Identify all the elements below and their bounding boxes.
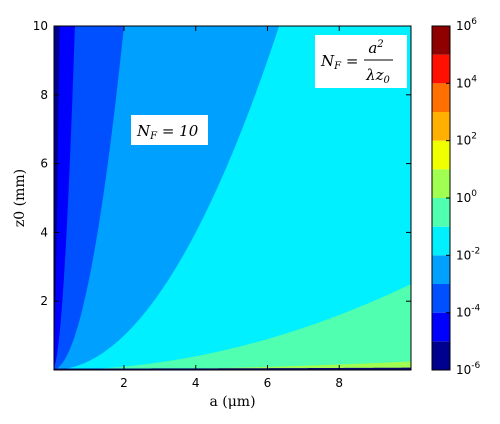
- band-region: [54, 369, 411, 370]
- contour-label: NF = 10: [136, 122, 199, 142]
- x-tick-label: 2: [120, 376, 128, 390]
- x-tick-label: 8: [335, 376, 343, 390]
- x-tick-label: 4: [192, 376, 200, 390]
- formula-denominator: λz0: [365, 66, 390, 86]
- axis-ticks: 2 4 6 8 2 4 6 8 10: [33, 19, 411, 390]
- colorbar-swatch: [432, 112, 450, 141]
- colorbar-tick-label: 106: [456, 17, 477, 33]
- y-tick-label: 10: [33, 19, 48, 33]
- plot-frame: [53, 25, 412, 371]
- y-tick-label: 2: [40, 294, 48, 308]
- y-axis-label: z0 (mm): [12, 169, 28, 227]
- colorbar-swatch: [432, 341, 450, 370]
- band-region: [54, 369, 411, 370]
- y-tick-label: 8: [40, 88, 48, 102]
- band-region: [54, 370, 411, 375]
- colorbar-tick-label: 10-6: [456, 361, 481, 377]
- colorbar-swatch: [432, 140, 450, 170]
- colorbar-tick-label: 10-4: [456, 304, 481, 320]
- colorbar-swatch: [432, 255, 450, 284]
- colorbar-swatch: [432, 54, 450, 84]
- colorbar-tick-label: 104: [456, 74, 477, 90]
- formula-numerator: a2: [368, 39, 383, 57]
- band-region: [54, 26, 411, 370]
- colorbar-ticks: 10-6 10-4 10-2 100 102 104 106: [446, 17, 481, 377]
- band-region: [54, 361, 411, 370]
- colorbar-tick-label: 100: [456, 189, 477, 205]
- colorbar-tick-label: 102: [456, 132, 477, 148]
- x-tick-label: 6: [264, 376, 272, 390]
- colorbar-swatch: [432, 284, 450, 313]
- y-tick-label: 4: [40, 225, 48, 239]
- formula-lhs: NF =: [320, 52, 358, 72]
- colorbar-swatch: [432, 312, 450, 342]
- colorbar-swatch: [432, 83, 450, 112]
- colorbar-swatch: [432, 26, 450, 55]
- colorbar-swatch: [432, 226, 450, 256]
- formula-annotation: NF = a2 λz0: [315, 35, 407, 88]
- band-region: [54, 284, 411, 370]
- x-axis-label: a (μm): [209, 394, 255, 410]
- colorbar-swatch: [432, 169, 450, 198]
- colorbar-tick-label: 10-2: [456, 246, 480, 262]
- band-region: [54, 370, 411, 375]
- colorbar-swatch: [432, 198, 450, 227]
- colorbar: [431, 25, 451, 371]
- contour-annotation: NF = 10: [131, 115, 208, 145]
- y-tick-label: 6: [40, 157, 48, 171]
